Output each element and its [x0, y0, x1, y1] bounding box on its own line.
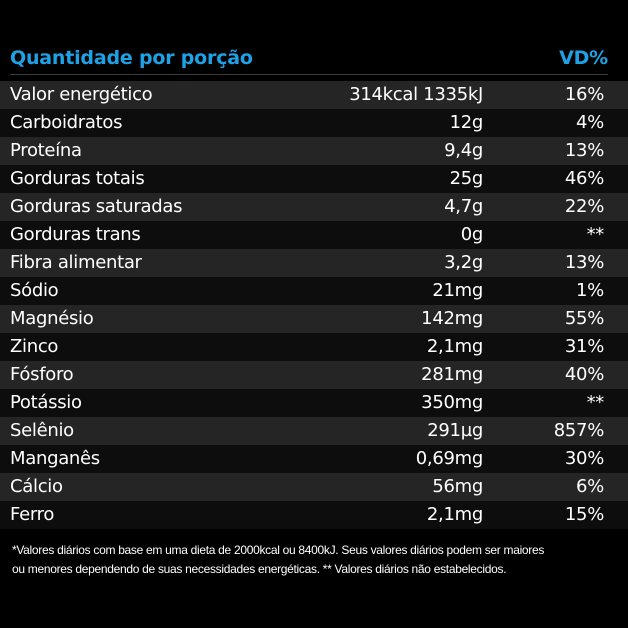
table-row: Valor energético 314kcal 1335kJ 16%: [0, 81, 628, 109]
nutrient-name: Gorduras totais: [10, 168, 145, 189]
nutrient-daily-value: 15%: [564, 504, 604, 525]
table-row: Carboidratos 12g 4%: [0, 109, 628, 137]
nutrient-name: Magnésio: [10, 308, 94, 329]
nutrient-daily-value: **: [586, 392, 605, 413]
nutrient-daily-value: 46%: [564, 168, 604, 189]
table-row: Gorduras trans 0g **: [0, 221, 628, 249]
nutrient-rows: Valor energético 314kcal 1335kJ 16% Carboid…: [0, 81, 628, 529]
table-row: Fibra alimentar 3,2g 13%: [0, 249, 628, 277]
table-row: Magnésio 142mg 55%: [0, 305, 628, 333]
nutrient-daily-value: 1%: [576, 280, 604, 301]
footnote-line-2: ou menores dependendo de suas necessidad…: [12, 562, 507, 576]
nutrient-quantity: 0g: [460, 224, 484, 245]
nutrient-quantity: 350mg: [421, 392, 483, 413]
nutrient-daily-value: 22%: [564, 196, 604, 217]
nutrient-daily-value: 4%: [576, 112, 604, 133]
table-row: Ferro 2,1mg 15%: [0, 501, 628, 529]
nutrient-daily-value: 13%: [564, 252, 604, 273]
nutrient-daily-value: 16%: [564, 84, 604, 105]
nutrient-name: Fósforo: [10, 364, 74, 385]
nutrient-name: Manganês: [10, 448, 100, 469]
nutrient-quantity: 56mg: [432, 476, 483, 497]
nutrient-name: Carboidratos: [10, 112, 123, 133]
nutrient-name: Gorduras trans: [10, 224, 141, 245]
table-header: Quantidade por porção VD%: [10, 42, 608, 75]
table-row: Sódio 21mg 1%: [0, 277, 628, 305]
nutrient-name: Ferro: [10, 504, 55, 525]
nutrient-quantity: 314kcal 1335kJ: [349, 84, 483, 105]
nutrient-daily-value: 6%: [576, 476, 604, 497]
nutrient-name: Potássio: [10, 392, 82, 413]
table-row: Gorduras totais 25g 46%: [0, 165, 628, 193]
nutrient-quantity: 4,7g: [444, 196, 483, 217]
footnote: *Valores diários com base em uma dieta d…: [12, 541, 612, 579]
header-vd-label: VD%: [559, 47, 608, 69]
nutrient-quantity: 3,2g: [444, 252, 483, 273]
nutrient-quantity: 142mg: [421, 308, 483, 329]
nutrient-daily-value: 55%: [564, 308, 604, 329]
nutrient-daily-value: 40%: [564, 364, 604, 385]
nutrient-daily-value: 31%: [564, 336, 604, 357]
nutrient-name: Fibra alimentar: [10, 252, 142, 273]
nutrient-quantity: 25g: [449, 168, 484, 189]
nutrient-name: Cálcio: [10, 476, 63, 497]
nutrient-quantity: 0,69mg: [415, 448, 484, 469]
table-row: Zinco 2,1mg 31%: [0, 333, 628, 361]
nutrient-name: Valor energético: [10, 84, 153, 105]
nutrient-quantity: 2,1mg: [426, 336, 483, 357]
nutrient-name: Selênio: [10, 420, 74, 441]
nutrient-daily-value: 30%: [564, 448, 604, 469]
nutrient-quantity: 2,1mg: [426, 504, 483, 525]
table-row: Potássio 350mg **: [0, 389, 628, 417]
nutrient-name: Zinco: [10, 336, 59, 357]
nutrient-quantity: 12g: [449, 112, 484, 133]
nutrient-daily-value: **: [586, 224, 605, 245]
nutrient-quantity: 281mg: [421, 364, 483, 385]
nutrient-quantity: 291µg: [427, 420, 483, 441]
footnote-line-1: *Valores diários com base em uma dieta d…: [12, 543, 545, 557]
table-row: Fósforo 281mg 40%: [0, 361, 628, 389]
nutrient-daily-value: 13%: [564, 140, 604, 161]
nutrient-quantity: 21mg: [432, 280, 483, 301]
table-row: Manganês 0,69mg 30%: [0, 445, 628, 473]
table-row: Cálcio 56mg 6%: [0, 473, 628, 501]
table-row: Selênio 291µg 857%: [0, 417, 628, 445]
table-row: Gorduras saturadas 4,7g 22%: [0, 193, 628, 221]
nutrient-quantity: 9,4g: [444, 140, 483, 161]
nutrient-name: Gorduras saturadas: [10, 196, 183, 217]
table-row: Proteína 9,4g 13%: [0, 137, 628, 165]
nutrient-daily-value: 857%: [553, 420, 605, 441]
nutrient-name: Sódio: [10, 280, 59, 301]
header-title: Quantidade por porção: [10, 47, 253, 69]
nutrient-name: Proteína: [10, 140, 82, 161]
